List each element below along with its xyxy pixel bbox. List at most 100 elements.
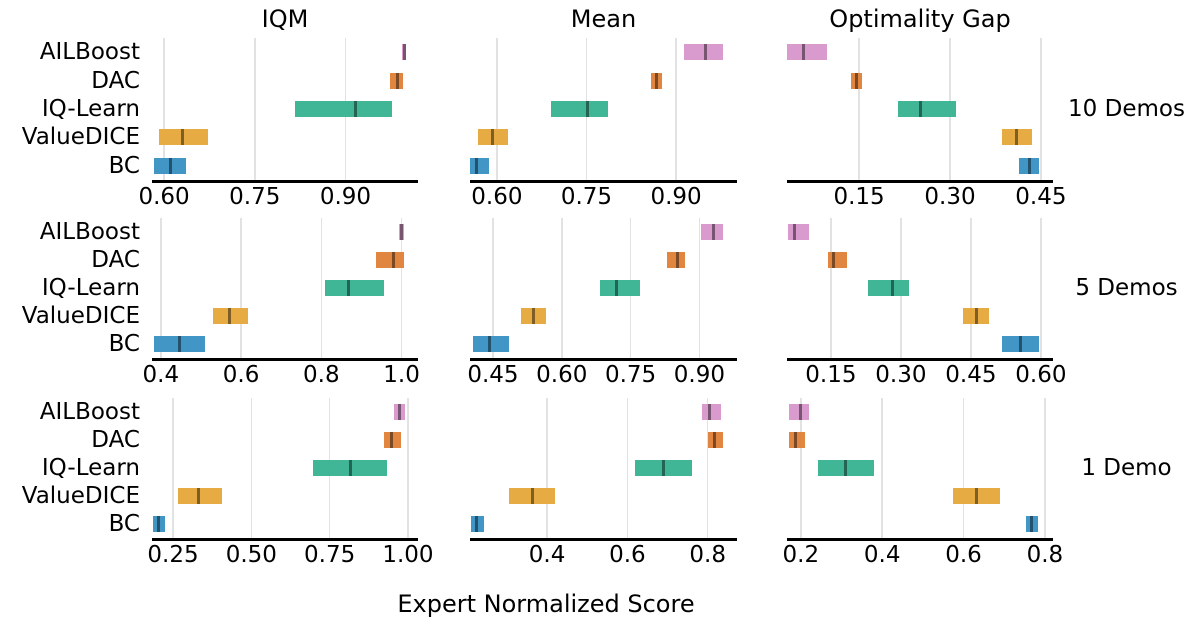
tick-label: 0.50 [225, 542, 277, 568]
algorithm-label-iq-learn: IQ-Learn [41, 275, 140, 301]
interval-bar-ailboost [787, 44, 827, 61]
point-estimate-line-valuedice [531, 308, 535, 324]
subplot-optimality-gap-1-demo: 0.2 0.4 0.6 0.8 [783, 398, 1063, 568]
tick-label: 0.6 [222, 362, 260, 388]
tick-label: 0.4 [863, 542, 901, 568]
algorithm-label-ailboost: AILBoost [39, 39, 140, 66]
point-estimate-line-iq-learn [844, 460, 848, 476]
gridline [1040, 218, 1042, 358]
point-estimate-line-ailboost [400, 224, 404, 240]
algorithm-label-ailboost: AILBoost [39, 219, 140, 245]
tick-label: 0.90 [319, 184, 372, 210]
point-estimate-line-bc [178, 336, 182, 352]
row-label-5-demos: 5 Demos [1075, 275, 1178, 301]
subplot-optimality-gap-10-demos: 0.15 0.30 0.45 [787, 38, 1066, 210]
point-estimate-line-ailboost [802, 44, 806, 61]
point-estimate-line-dac [832, 252, 836, 268]
x-axis-line [152, 538, 418, 541]
algorithm-label-ailboost: AILBoost [39, 399, 140, 425]
algorithm-label-valuedice: ValueDICE [21, 124, 140, 151]
gridline [160, 218, 162, 358]
interval-bar-iq-learn [867, 280, 909, 296]
gridline [546, 398, 548, 538]
gridline [400, 218, 403, 358]
point-estimate-line-dac [855, 72, 859, 89]
subplot-mean-5-demos: 0.45 0.60 0.75 0.90 [467, 218, 737, 388]
tick-label: 0.30 [875, 362, 927, 388]
x-axis-line [470, 358, 737, 361]
point-estimate-line-valuedice [491, 129, 495, 146]
gridline [962, 398, 965, 538]
gridline [675, 38, 677, 180]
x-axis-line [787, 538, 1053, 541]
interval-bar-dac [375, 252, 404, 268]
point-estimate-line-dac [392, 252, 396, 268]
interval-bar-dac [707, 432, 723, 448]
column-title-optimality-gap: Optimality Gap [829, 5, 1011, 33]
point-estimate-line-valuedice [227, 308, 231, 324]
point-estimate-line-iq-learn [891, 280, 895, 296]
interval-bar-iq-learn [600, 280, 641, 296]
interval-bar-ailboost [402, 44, 406, 61]
interval-bar-ailboost [683, 44, 723, 61]
point-estimate-line-dac [654, 72, 658, 89]
tick-label: 0.8 [1026, 542, 1064, 568]
point-estimate-line-iq-learn [349, 460, 353, 476]
point-estimate-line-dac [675, 252, 679, 268]
subplot-optimality-gap-5-demos: 0.15 0.30 0.45 0.60 [787, 218, 1066, 388]
row-label-1-demo: 1 Demo [1081, 455, 1172, 481]
interval-bar-ailboost [789, 404, 809, 420]
interval-bar-bc [473, 336, 509, 352]
point-estimate-line-dac [713, 432, 717, 448]
interval-bar-valuedice [178, 488, 222, 504]
gridline [492, 218, 494, 358]
interval-bar-dac [666, 252, 685, 268]
interval-bar-iq-learn [897, 101, 957, 117]
point-estimate-line-valuedice [975, 308, 979, 324]
tick-label: 0.75 [560, 184, 613, 210]
tick-label: 0.45 [945, 362, 997, 388]
interval-bar-bc [154, 336, 206, 352]
algorithm-label-valuedice: ValueDICE [21, 483, 140, 509]
interval-bar-ailboost [398, 224, 405, 240]
point-estimate-line-valuedice [974, 488, 978, 504]
point-estimate-line-bc [1030, 516, 1034, 532]
point-estimate-line-valuedice [197, 488, 201, 504]
gridline [172, 398, 174, 538]
algorithm-label-valuedice: ValueDICE [21, 303, 140, 329]
interval-bar-valuedice [962, 308, 990, 324]
point-estimate-line-ailboost [402, 44, 406, 61]
interval-bar-ailboost [394, 404, 406, 420]
tick-label: 0.60 [536, 362, 588, 388]
interval-bar-bc [470, 157, 490, 174]
gridline [800, 398, 802, 538]
tick-label: 0.4 [142, 362, 180, 388]
point-estimate-line-ailboost [708, 404, 712, 420]
algorithm-label-iq-learn: IQ-Learn [41, 96, 140, 122]
point-estimate-line-bc [1018, 336, 1022, 352]
point-estimate-line-iq-learn [662, 460, 666, 476]
tick-label: 0.75 [304, 542, 356, 568]
point-estimate-line-valuedice [1014, 129, 1018, 146]
point-estimate-line-dac [389, 432, 393, 448]
tick-label: 0.25 [147, 542, 199, 568]
interval-bar-bc [152, 516, 165, 532]
gridline [561, 218, 563, 358]
interval-bar-dac [827, 252, 847, 268]
point-estimate-line-bc [488, 336, 492, 352]
column-title-iqm: IQM [261, 5, 309, 33]
interval-bar-iq-learn [313, 460, 387, 476]
interval-bar-valuedice [158, 129, 209, 146]
gridline [1044, 398, 1046, 538]
interval-bar-ailboost [787, 224, 809, 240]
x-axis-line [152, 180, 418, 183]
interval-bar-iq-learn [550, 101, 608, 117]
tick-label: 0.60 [1015, 362, 1067, 388]
gridline [320, 218, 323, 358]
interval-bar-dac [789, 432, 805, 448]
algorithm-label-bc: BC [108, 152, 140, 179]
interval-bar-iq-learn [817, 460, 875, 476]
subplot-mean-10-demos: 0.60 0.75 0.90 [470, 38, 737, 210]
interval-bar-valuedice [1002, 129, 1032, 146]
gridline [706, 398, 709, 538]
